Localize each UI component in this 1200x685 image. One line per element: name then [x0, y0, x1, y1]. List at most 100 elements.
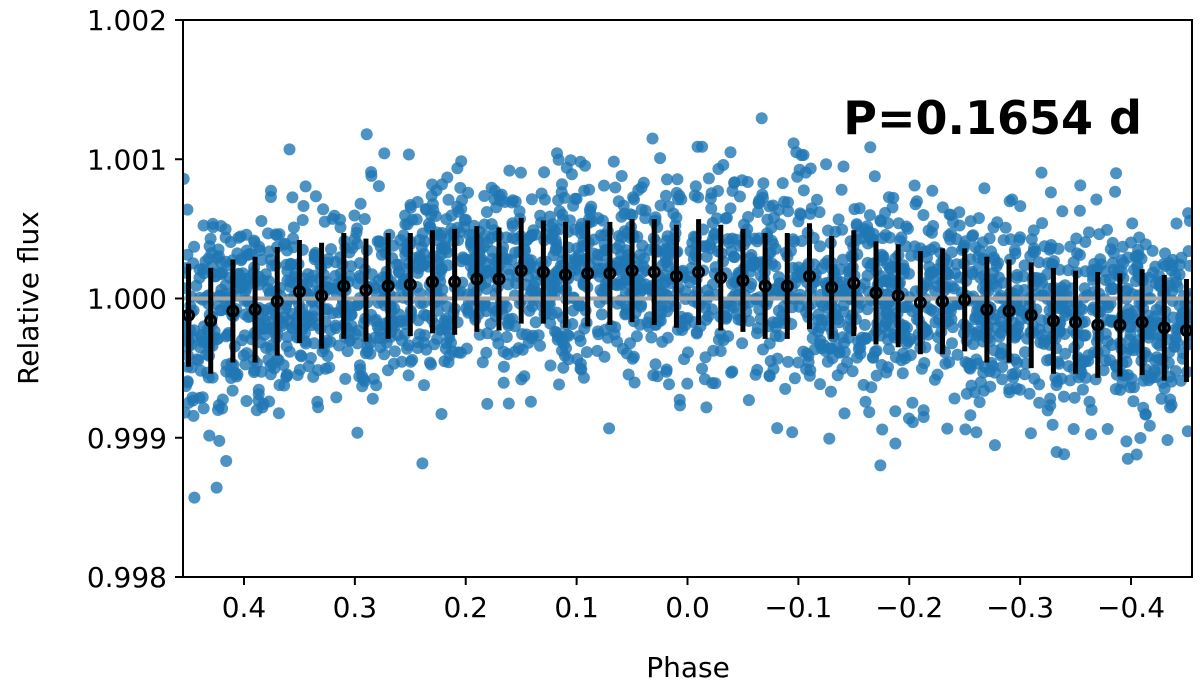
binned-point: [425, 275, 439, 289]
binned-point: [980, 303, 994, 317]
raw-point: [804, 162, 817, 175]
raw-point: [480, 206, 493, 218]
raw-point: [237, 349, 250, 362]
raw-point: [543, 210, 556, 223]
raw-point: [219, 231, 232, 244]
raw-point: [373, 235, 386, 248]
raw-point: [838, 407, 851, 420]
raw-point: [1019, 346, 1031, 359]
raw-point: [724, 202, 737, 215]
raw-point: [272, 407, 285, 420]
raw-point: [874, 459, 887, 472]
raw-point: [378, 348, 391, 361]
raw-point: [855, 232, 868, 245]
binned-point: [936, 294, 950, 308]
raw-point: [787, 233, 800, 246]
raw-point: [308, 253, 321, 266]
raw-point: [248, 236, 261, 249]
raw-point: [1109, 383, 1122, 396]
raw-point: [900, 220, 913, 233]
raw-point: [925, 303, 938, 316]
raw-point: [591, 325, 604, 338]
raw-point: [850, 219, 863, 232]
raw-point: [1123, 333, 1136, 346]
raw-point: [1028, 372, 1041, 385]
raw-point: [838, 346, 851, 358]
raw-point: [1083, 226, 1095, 239]
raw-point: [442, 193, 455, 206]
raw-point: [1035, 166, 1048, 179]
raw-point: [353, 359, 366, 372]
raw-point: [204, 232, 217, 245]
raw-point: [779, 382, 792, 395]
raw-point: [763, 369, 776, 382]
raw-point: [646, 132, 659, 145]
raw-point: [782, 196, 794, 209]
raw-point: [999, 221, 1012, 234]
raw-point: [755, 112, 768, 125]
raw-point: [1171, 336, 1184, 349]
raw-point: [462, 186, 475, 199]
raw-point: [441, 259, 454, 272]
raw-point: [341, 345, 354, 358]
raw-point: [499, 196, 511, 208]
raw-point: [370, 313, 383, 326]
raw-point: [1056, 205, 1069, 218]
raw-point: [776, 177, 789, 190]
raw-point: [944, 233, 957, 246]
raw-point: [1009, 331, 1021, 344]
raw-point: [724, 146, 737, 159]
raw-point: [877, 321, 889, 334]
raw-point: [931, 368, 944, 381]
raw-point: [896, 367, 909, 380]
raw-point: [700, 401, 713, 414]
raw-point: [883, 231, 896, 244]
binned-point: [1113, 318, 1127, 332]
raw-point: [863, 406, 876, 419]
raw-point: [286, 307, 299, 320]
raw-point: [964, 362, 977, 375]
raw-point: [283, 143, 296, 156]
raw-point: [502, 397, 515, 410]
raw-point: [301, 277, 314, 290]
raw-point: [462, 306, 475, 319]
raw-point: [325, 243, 337, 256]
raw-point: [529, 228, 542, 241]
raw-point: [256, 401, 269, 414]
raw-point: [763, 337, 776, 350]
raw-point: [690, 327, 703, 340]
raw-point: [1130, 250, 1143, 263]
raw-point: [1130, 448, 1143, 461]
raw-point: [262, 227, 274, 240]
raw-point: [1027, 246, 1040, 259]
raw-point: [714, 345, 727, 357]
binned-point: [470, 272, 484, 286]
raw-point: [751, 235, 764, 248]
raw-point: [906, 396, 919, 409]
raw-point: [917, 209, 930, 221]
binned-point: [1091, 318, 1105, 332]
raw-point: [615, 170, 628, 182]
raw-point: [476, 356, 489, 369]
raw-point: [1036, 217, 1049, 230]
raw-point: [1115, 254, 1128, 267]
raw-point: [841, 356, 854, 369]
raw-point: [183, 172, 190, 185]
raw-point: [595, 308, 608, 321]
raw-point: [624, 337, 636, 350]
raw-point: [667, 207, 680, 220]
raw-point: [691, 140, 704, 153]
raw-point: [513, 205, 526, 218]
raw-point: [756, 188, 769, 201]
raw-point: [1014, 200, 1027, 213]
raw-point: [330, 391, 343, 404]
raw-point: [645, 331, 658, 344]
raw-point: [502, 263, 515, 276]
raw-point: [580, 346, 593, 359]
raw-point: [351, 426, 364, 439]
raw-point: [726, 184, 739, 197]
raw-point: [607, 155, 620, 168]
raw-point: [481, 397, 494, 410]
raw-point: [709, 377, 722, 390]
raw-point: [438, 355, 451, 368]
